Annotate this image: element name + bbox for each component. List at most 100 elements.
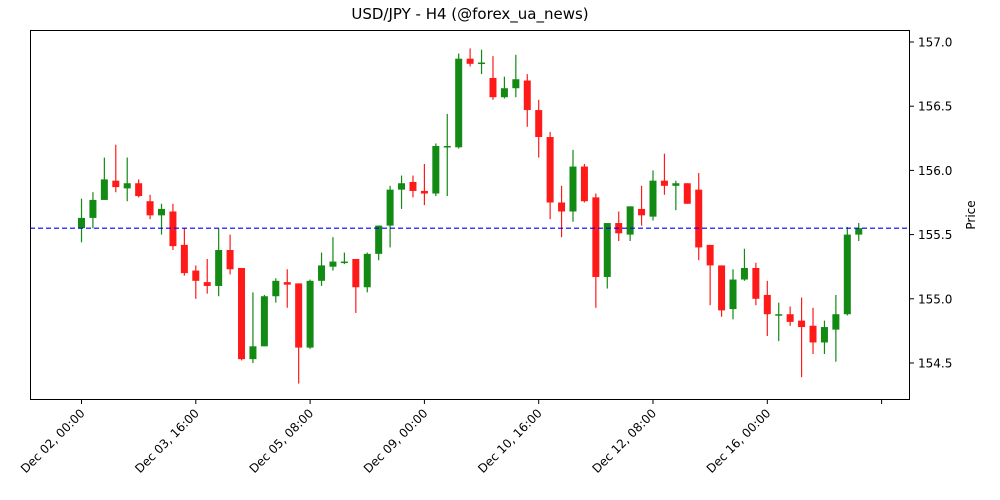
candle (512, 54, 520, 98)
candle (409, 175, 417, 198)
candle (500, 76, 508, 99)
candle-body (775, 314, 783, 316)
candle (775, 302, 783, 342)
candle-body (626, 206, 634, 235)
candle-body (592, 197, 600, 277)
candle (569, 149, 577, 222)
candle (798, 297, 806, 378)
x-tick-label: Dec 03, 16:00 (132, 406, 202, 476)
candle-body (798, 320, 806, 328)
candle (535, 99, 543, 158)
candle (820, 320, 828, 355)
candle (580, 163, 588, 203)
candle-body (363, 253, 371, 288)
candle (272, 278, 280, 303)
candle (729, 269, 737, 320)
candle (192, 265, 200, 299)
candle-body (786, 314, 794, 322)
candle (260, 294, 268, 347)
candle-body (809, 325, 817, 343)
candle (123, 157, 131, 202)
y-tick-label: 155.0 (918, 292, 952, 306)
candle (478, 49, 486, 75)
candle-body (580, 166, 588, 202)
candle-body (272, 280, 280, 297)
chart-title: USD/JPY - H4 (@forex_ua_news) (351, 5, 589, 23)
candle-body (729, 279, 737, 310)
candle-body (215, 250, 223, 286)
candle (112, 144, 120, 193)
y-tick-label: 157.0 (918, 36, 952, 50)
candle (695, 172, 703, 261)
candle (615, 211, 623, 242)
candle (786, 306, 794, 326)
candle (203, 258, 211, 294)
candle-body (752, 267, 760, 299)
candle-body (672, 183, 680, 186)
candle-body (649, 180, 657, 217)
candle-body (123, 183, 131, 189)
candle-body (500, 88, 508, 98)
candle-body (432, 146, 440, 194)
candle (718, 265, 726, 317)
candle-body (512, 79, 520, 89)
candle-body (249, 346, 257, 360)
candle-body (832, 314, 840, 330)
candle-body (820, 327, 828, 343)
candle (215, 228, 223, 297)
candle-body (638, 208, 646, 216)
candle-body (443, 146, 451, 148)
candle-body (455, 58, 463, 148)
candle-body (523, 80, 531, 111)
candle (135, 179, 143, 198)
candle-body (375, 225, 383, 254)
x-tick-label: Dec 02, 00:00 (18, 406, 88, 476)
candle-body (718, 265, 726, 311)
candle (238, 267, 246, 361)
y-tick-label: 154.5 (918, 357, 952, 371)
candle-body (192, 270, 200, 281)
y-axis-label: Price (964, 200, 978, 229)
x-tick-label: Dec 09, 00:00 (361, 406, 431, 476)
candle-body (420, 190, 428, 194)
plot-frame (30, 30, 910, 400)
candle-body (203, 282, 211, 286)
candle-body (855, 228, 863, 235)
candle-body (112, 180, 120, 188)
candle-body (546, 137, 554, 203)
candle-body (398, 183, 406, 190)
candle (432, 143, 440, 197)
candle (603, 223, 611, 289)
candle-body (603, 223, 611, 277)
candle (443, 113, 451, 197)
x-tick-label: Dec 05, 08:00 (247, 406, 317, 476)
candle (318, 252, 326, 286)
candle-body (318, 265, 326, 281)
candle (146, 194, 154, 220)
candle-body (226, 250, 234, 270)
candle-body (180, 244, 188, 274)
candle (592, 193, 600, 308)
candle-body (146, 201, 154, 216)
candle-body (535, 110, 543, 138)
candle (809, 307, 817, 355)
candle (352, 258, 360, 313)
candle (523, 74, 531, 127)
candle-body (78, 217, 85, 229)
candle (740, 248, 748, 281)
candle-body (489, 77, 497, 98)
candle (683, 183, 691, 204)
candle-body (569, 166, 577, 212)
y-axis: 154.5 155.0 155.5 156.0 156.5 157.0 (910, 36, 952, 371)
candle (558, 185, 566, 238)
candle-body (169, 211, 177, 247)
candle (89, 192, 97, 229)
y-tick-label: 156.5 (918, 100, 952, 114)
candle (249, 292, 257, 363)
candle (386, 185, 394, 248)
candle-body (135, 183, 143, 197)
candle (340, 252, 348, 265)
candle-body (409, 181, 417, 191)
candle (306, 279, 314, 349)
